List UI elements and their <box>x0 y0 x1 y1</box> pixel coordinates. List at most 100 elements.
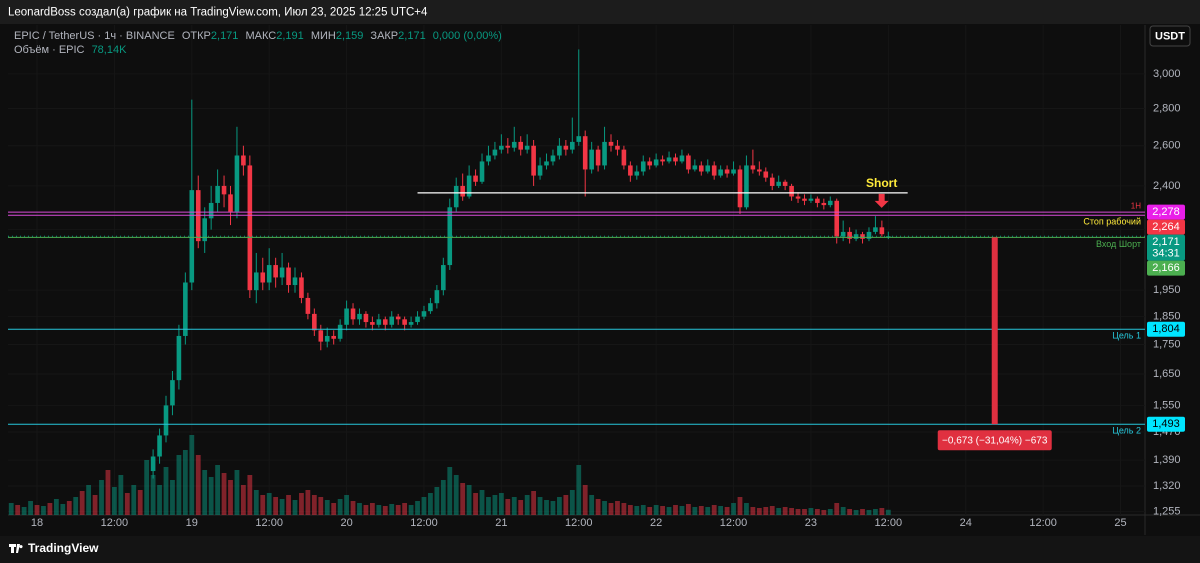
candle-body <box>711 165 717 176</box>
volume-name: Объём · EPIC <box>14 44 85 56</box>
volume-bar <box>144 460 150 515</box>
volume-bar <box>808 508 814 515</box>
x-tick-label: 22 <box>650 517 662 529</box>
volume-bar <box>47 503 53 515</box>
volume-bar <box>498 493 504 515</box>
volume-bar <box>756 508 762 515</box>
volume-bar <box>434 487 440 515</box>
volume-bar <box>692 507 698 515</box>
candle-body <box>621 149 627 166</box>
volume-bar <box>202 470 208 515</box>
volume-bar <box>415 501 420 515</box>
symbol: EPIC / TetherUS · 1ч · BINANCE <box>14 30 175 42</box>
candle-body <box>234 155 240 212</box>
low-value: 2,159 <box>336 30 364 42</box>
candle-body <box>640 161 646 172</box>
candle-body <box>208 202 214 219</box>
candle-body <box>260 272 266 283</box>
volume-bar <box>653 505 659 515</box>
candle-body <box>453 185 459 208</box>
volume-bar <box>569 490 575 515</box>
volume-bar <box>744 503 749 515</box>
candle-body <box>737 169 743 208</box>
volume-bar <box>189 435 195 515</box>
volume-bar <box>124 493 130 515</box>
volume-bar <box>640 505 646 515</box>
volume-bar <box>685 504 691 515</box>
close-value: 2,171 <box>398 30 426 42</box>
candle-body <box>344 308 349 325</box>
volume-bar <box>389 504 395 515</box>
price-box <box>1147 219 1185 235</box>
volume-bar <box>41 506 46 515</box>
candle-body <box>518 141 524 150</box>
candle-body <box>183 282 188 336</box>
candle-body <box>447 207 453 266</box>
volume-bar <box>66 501 72 515</box>
candle-body <box>750 165 756 170</box>
y-tick-label: 1,850 <box>1153 310 1181 322</box>
volume-bar <box>34 505 40 515</box>
candle-body <box>776 181 781 186</box>
volume-bar <box>150 475 156 515</box>
candle-body <box>557 145 562 156</box>
volume-bar <box>473 493 478 515</box>
plot-area <box>8 25 1145 515</box>
credit: LeonardBoss создал(а) график на TradingV… <box>8 7 428 19</box>
volume-bar <box>453 475 459 515</box>
high-value: 2,191 <box>276 30 304 42</box>
y-tick-label: 3,000 <box>1153 68 1181 80</box>
volume-bar <box>737 497 743 515</box>
volume-bar <box>21 507 27 515</box>
candle-body <box>402 319 407 325</box>
currency-button[interactable] <box>1149 25 1191 47</box>
candle-body <box>434 290 440 304</box>
volume-bar <box>724 507 730 515</box>
candle-body <box>415 316 420 323</box>
change-value: 0,000 (0,00%) <box>433 30 502 42</box>
volume-bar <box>557 497 562 515</box>
candle-body <box>376 319 382 325</box>
candle-body <box>247 165 253 291</box>
volume-bar <box>589 495 595 515</box>
candle-body <box>679 155 685 162</box>
level-note: Цель 1 <box>1112 331 1141 341</box>
x-tick-label: 12:00 <box>410 517 438 529</box>
volume-bar <box>705 507 711 515</box>
candle-body <box>827 200 833 206</box>
candle-body <box>253 272 259 291</box>
x-tick-label: 25 <box>1114 517 1126 529</box>
candle-body <box>718 169 723 176</box>
candle-body <box>312 313 317 331</box>
candle-body <box>266 265 272 283</box>
x-tick-label: 12:00 <box>1029 517 1057 529</box>
volume-bar <box>376 505 382 515</box>
volume-bar <box>86 485 92 515</box>
volume-bar <box>486 497 491 515</box>
candle-body <box>634 171 640 176</box>
candle-body <box>382 319 388 325</box>
volume-bar <box>563 495 569 515</box>
volume-bar <box>789 508 794 515</box>
candle-body <box>808 198 814 201</box>
volume-bar <box>608 503 614 515</box>
volume-bar <box>428 493 433 515</box>
volume-bar <box>279 499 285 515</box>
volume-bar <box>634 506 640 515</box>
candle-body <box>228 194 233 212</box>
candle-body <box>666 157 672 162</box>
y-tick-label: 1,390 <box>1153 454 1181 466</box>
x-tick-label: 18 <box>31 517 43 529</box>
header-bar <box>0 0 1200 24</box>
volume-bar <box>337 499 343 515</box>
candle-body <box>608 141 614 146</box>
currency-label[interactable]: USDT <box>1155 30 1185 42</box>
volume-bar <box>363 505 369 515</box>
volume-bar <box>163 467 169 515</box>
candle-body <box>421 311 427 317</box>
volume-bar <box>221 473 227 515</box>
volume-bar <box>602 501 607 515</box>
candle-body <box>170 380 175 406</box>
volume-bar <box>447 467 453 515</box>
